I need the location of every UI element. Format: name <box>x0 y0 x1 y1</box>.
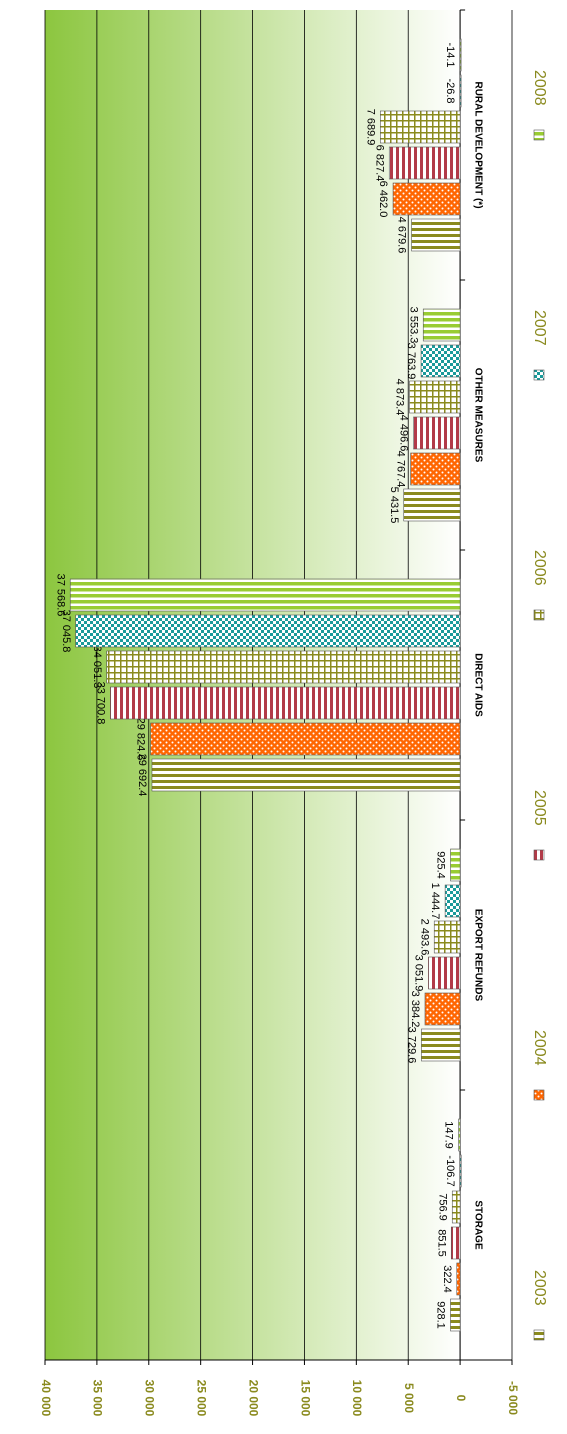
bar <box>450 1226 461 1260</box>
bar <box>75 614 461 648</box>
bar <box>411 218 461 252</box>
value-label: 3 729.6 <box>405 1027 417 1064</box>
x-tick-label: 5 000 <box>402 1383 416 1413</box>
value-label: 2 493.6 <box>418 919 430 956</box>
value-label: 756.9 <box>436 1193 448 1221</box>
legend-swatch <box>533 1329 545 1341</box>
legend-swatch <box>533 129 545 141</box>
bar <box>403 488 461 522</box>
value-label: 4 496.6 <box>398 415 410 452</box>
x-tick-label: 0 <box>454 1395 468 1402</box>
category-label: OTHER MEASURES <box>472 368 483 463</box>
bar <box>456 1262 461 1296</box>
value-label: 147.9 <box>443 1121 455 1149</box>
value-label: 34 051.3 <box>91 646 103 689</box>
bar <box>433 920 461 954</box>
value-label: 4 679.6 <box>396 217 408 254</box>
bar <box>106 650 461 684</box>
value-label: 1 444.7 <box>429 883 441 920</box>
bar <box>150 722 461 756</box>
value-label: 37 568.6 <box>54 574 66 617</box>
value-label: 322.4 <box>441 1265 453 1293</box>
legend-label: 2007 <box>531 310 548 346</box>
legend-label: 2006 <box>531 550 548 586</box>
value-label: 928.1 <box>435 1301 447 1329</box>
value-label: 6 462.0 <box>377 181 389 218</box>
value-label: 3 384.2 <box>409 991 421 1028</box>
bar <box>380 110 461 144</box>
value-label: 5 431.5 <box>388 487 400 524</box>
value-label: 851.5 <box>435 1229 447 1257</box>
x-tick-label: 20 000 <box>246 1380 260 1417</box>
legend-label: 2005 <box>531 790 548 826</box>
bar <box>421 1028 461 1062</box>
value-label: 925.4 <box>435 851 447 879</box>
bar <box>420 344 461 378</box>
bar <box>444 884 461 918</box>
bar <box>388 146 461 180</box>
bar <box>151 758 461 792</box>
bar <box>69 578 461 612</box>
bar <box>459 38 462 72</box>
value-label: 29 692.4 <box>136 754 148 797</box>
value-label: -106.7 <box>444 1155 456 1186</box>
value-label: 33 700.8 <box>94 682 106 725</box>
x-tick-label: 25 000 <box>194 1380 208 1417</box>
value-label: 4 767.4 <box>395 451 407 488</box>
value-label: 7 689.9 <box>364 109 376 146</box>
category-label: EXPORT REFUNDS <box>472 909 483 1002</box>
bar <box>110 686 461 720</box>
legend-swatch <box>533 1089 545 1101</box>
value-label: 4 873.4 <box>394 379 406 416</box>
legend-label: 2003 <box>531 1270 548 1306</box>
bar <box>392 182 461 216</box>
value-label: 3 553.3 <box>407 307 419 344</box>
bar <box>451 1190 461 1224</box>
bar <box>428 956 461 990</box>
legend-swatch <box>533 849 545 861</box>
x-tick-label: 30 000 <box>143 1380 157 1417</box>
bar <box>424 992 461 1026</box>
bar <box>459 74 462 108</box>
legend-label: 2008 <box>531 70 548 106</box>
value-label: -26.8 <box>444 78 456 103</box>
bar <box>450 1298 461 1332</box>
x-tick-label: -5 000 <box>506 1381 520 1415</box>
x-tick-label: 35 000 <box>91 1380 105 1417</box>
bar <box>422 308 461 342</box>
value-label: -14.1 <box>444 42 456 67</box>
bar <box>409 380 461 414</box>
legend-swatch <box>533 609 545 621</box>
value-label: 37 045.8 <box>60 610 72 653</box>
value-label: 29 824.6 <box>135 718 147 761</box>
category-label: RURAL DEVELOPMENT (*) <box>472 81 483 208</box>
x-tick-label: 15 000 <box>298 1380 312 1417</box>
x-tick-label: 40 000 <box>39 1380 53 1417</box>
legend-swatch <box>533 369 545 381</box>
value-label: 6 827.4 <box>373 145 385 182</box>
legend-label: 2004 <box>531 1030 548 1066</box>
bar <box>459 1154 462 1188</box>
category-label: STORAGE <box>472 1200 483 1250</box>
value-label: 3 051.9 <box>413 955 425 992</box>
x-tick-label: 10 000 <box>350 1380 364 1417</box>
bar <box>410 452 461 486</box>
bar <box>458 1118 461 1152</box>
category-label: DIRECT AIDS <box>472 653 483 717</box>
bar <box>413 416 461 450</box>
bar <box>450 848 461 882</box>
value-label: 3 763.9 <box>405 343 417 380</box>
